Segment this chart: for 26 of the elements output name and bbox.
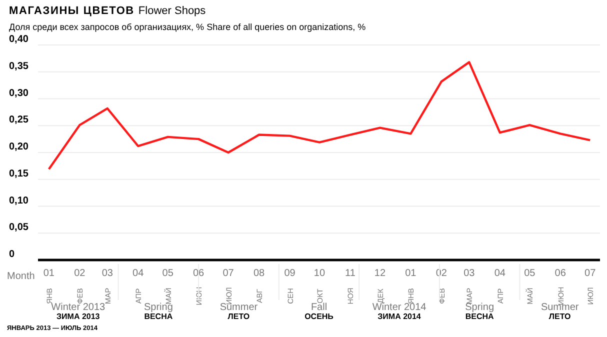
chart-title: МАГАЗИНЫ ЦВЕТОВ bbox=[9, 5, 134, 17]
y-tick-label: 0,35 bbox=[9, 60, 29, 72]
text: Spring bbox=[144, 302, 173, 313]
text: ЗИМА 2013 bbox=[56, 312, 100, 321]
y-tick-label: 0,40 bbox=[9, 34, 29, 45]
y-tick-label: 0,05 bbox=[9, 222, 29, 234]
text: ЛЕТО bbox=[228, 312, 250, 321]
x-axis-title: Month bbox=[7, 271, 35, 282]
y-tick-label: 0,20 bbox=[9, 142, 29, 152]
text: ЛЕТО bbox=[548, 312, 571, 321]
y-tick-label: 0 bbox=[9, 249, 15, 260]
text: Fall bbox=[310, 302, 328, 313]
text: ВЕСНА bbox=[144, 312, 173, 321]
y-tick-label: 0,25 bbox=[9, 114, 29, 126]
text: Summer bbox=[220, 302, 258, 313]
text: ВЕСНА bbox=[465, 312, 494, 321]
text: Winter 2013 bbox=[51, 302, 106, 313]
y-axis-title: Доля среди всех запросов об организациях, % Share of all queries on organizations, % bbox=[9, 22, 366, 32]
y-tick-label: 0,15 bbox=[9, 168, 29, 180]
text: Winter 2014 bbox=[372, 302, 427, 313]
text: Spring bbox=[465, 302, 494, 313]
y-tick-label: 0,30 bbox=[9, 88, 29, 99]
y-tick-label: 0,10 bbox=[9, 195, 29, 206]
text: ЗИМА 2014 bbox=[378, 312, 422, 321]
text: ОСЕНЬ bbox=[304, 312, 334, 321]
chart-subtitle: Flower Shops bbox=[138, 5, 206, 17]
